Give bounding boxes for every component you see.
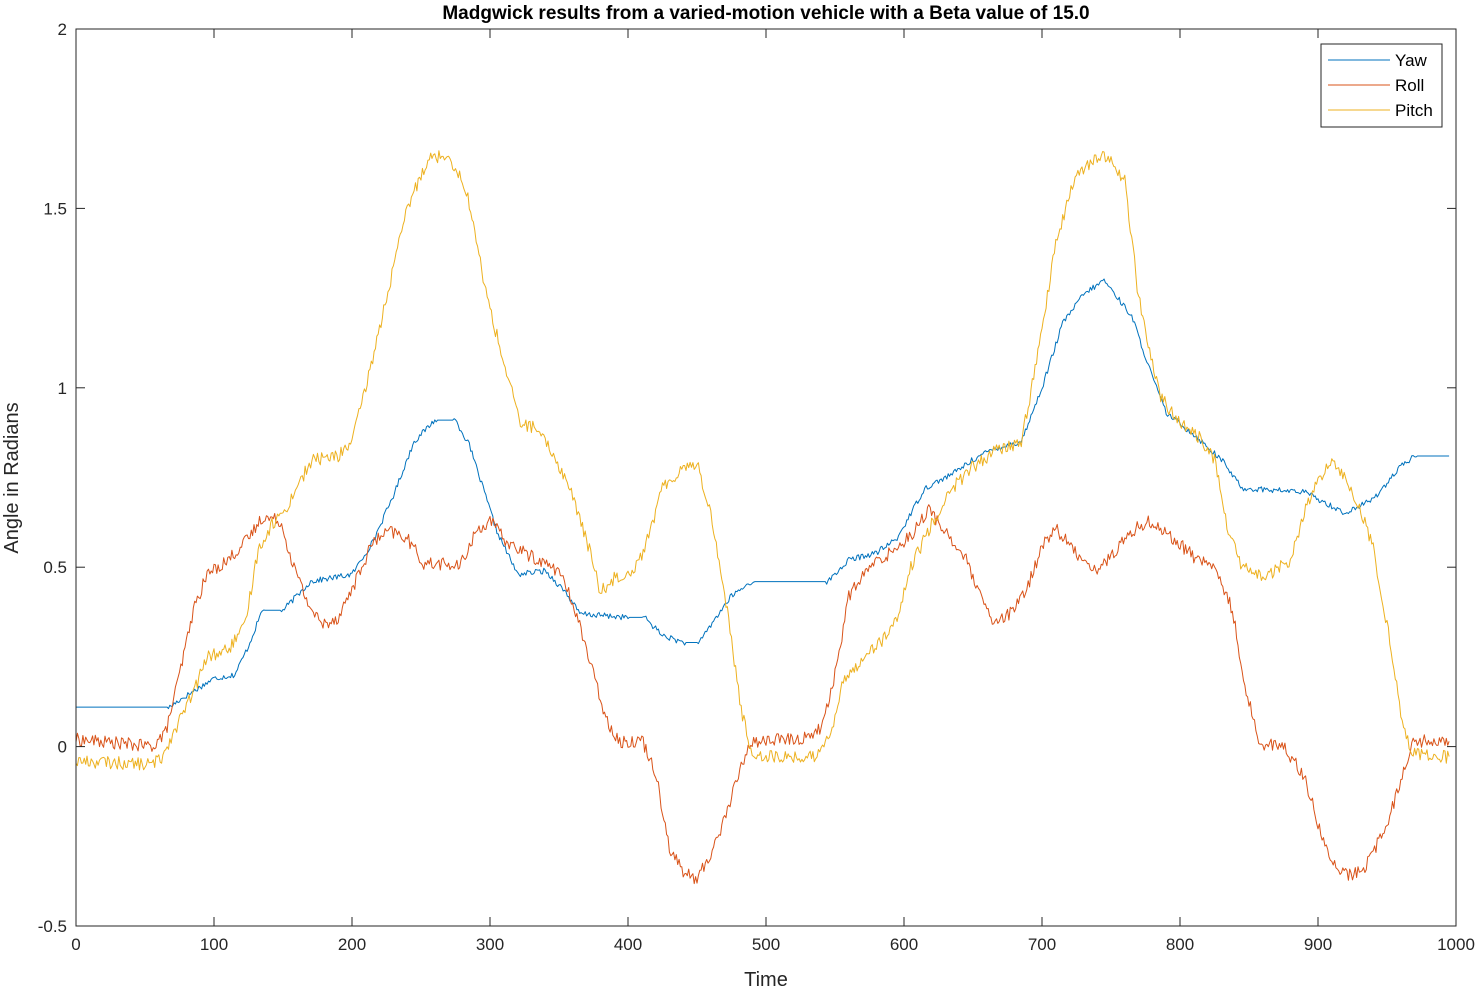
x-tick-label: 300	[476, 935, 504, 954]
y-tick-label: 1	[58, 379, 67, 398]
x-tick-label: 400	[614, 935, 642, 954]
y-tick-label: 0.5	[43, 558, 67, 577]
x-axis: 0 100 200 300 400 500 600 700 800 900 1000	[71, 29, 1475, 954]
y-axis-label: Angle in Radians	[1, 402, 23, 553]
legend-label-pitch: Pitch	[1395, 101, 1433, 120]
series-line-roll	[76, 504, 1450, 885]
series-line-pitch	[76, 150, 1450, 771]
legend-label-yaw: Yaw	[1395, 51, 1428, 70]
y-tick-label: 0	[58, 738, 67, 757]
legend: Yaw Roll Pitch	[1320, 43, 1443, 128]
x-tick-label: 100	[200, 935, 228, 954]
x-tick-label: 200	[338, 935, 366, 954]
x-tick-label: 800	[1166, 935, 1194, 954]
x-tick-label: 1000	[1437, 935, 1475, 954]
x-axis-label: Time	[744, 969, 788, 990]
series-layer	[76, 150, 1450, 885]
x-tick-label: 600	[890, 935, 918, 954]
legend-label-roll: Roll	[1395, 76, 1424, 95]
x-tick-label: 900	[1304, 935, 1332, 954]
x-tick-label: 0	[71, 935, 80, 954]
y-axis: -0.5 0 0.5 1 1.5 2	[38, 20, 1456, 936]
x-tick-label: 700	[1028, 935, 1056, 954]
y-tick-label: 2	[58, 20, 67, 39]
x-tick-label: 500	[752, 935, 780, 954]
y-tick-label: -0.5	[38, 917, 67, 936]
plot-area	[76, 29, 1456, 926]
y-tick-label: 1.5	[43, 199, 67, 218]
series-line-yaw	[76, 278, 1450, 710]
chart-title: Madgwick results from a varied-motion ve…	[442, 3, 1089, 24]
